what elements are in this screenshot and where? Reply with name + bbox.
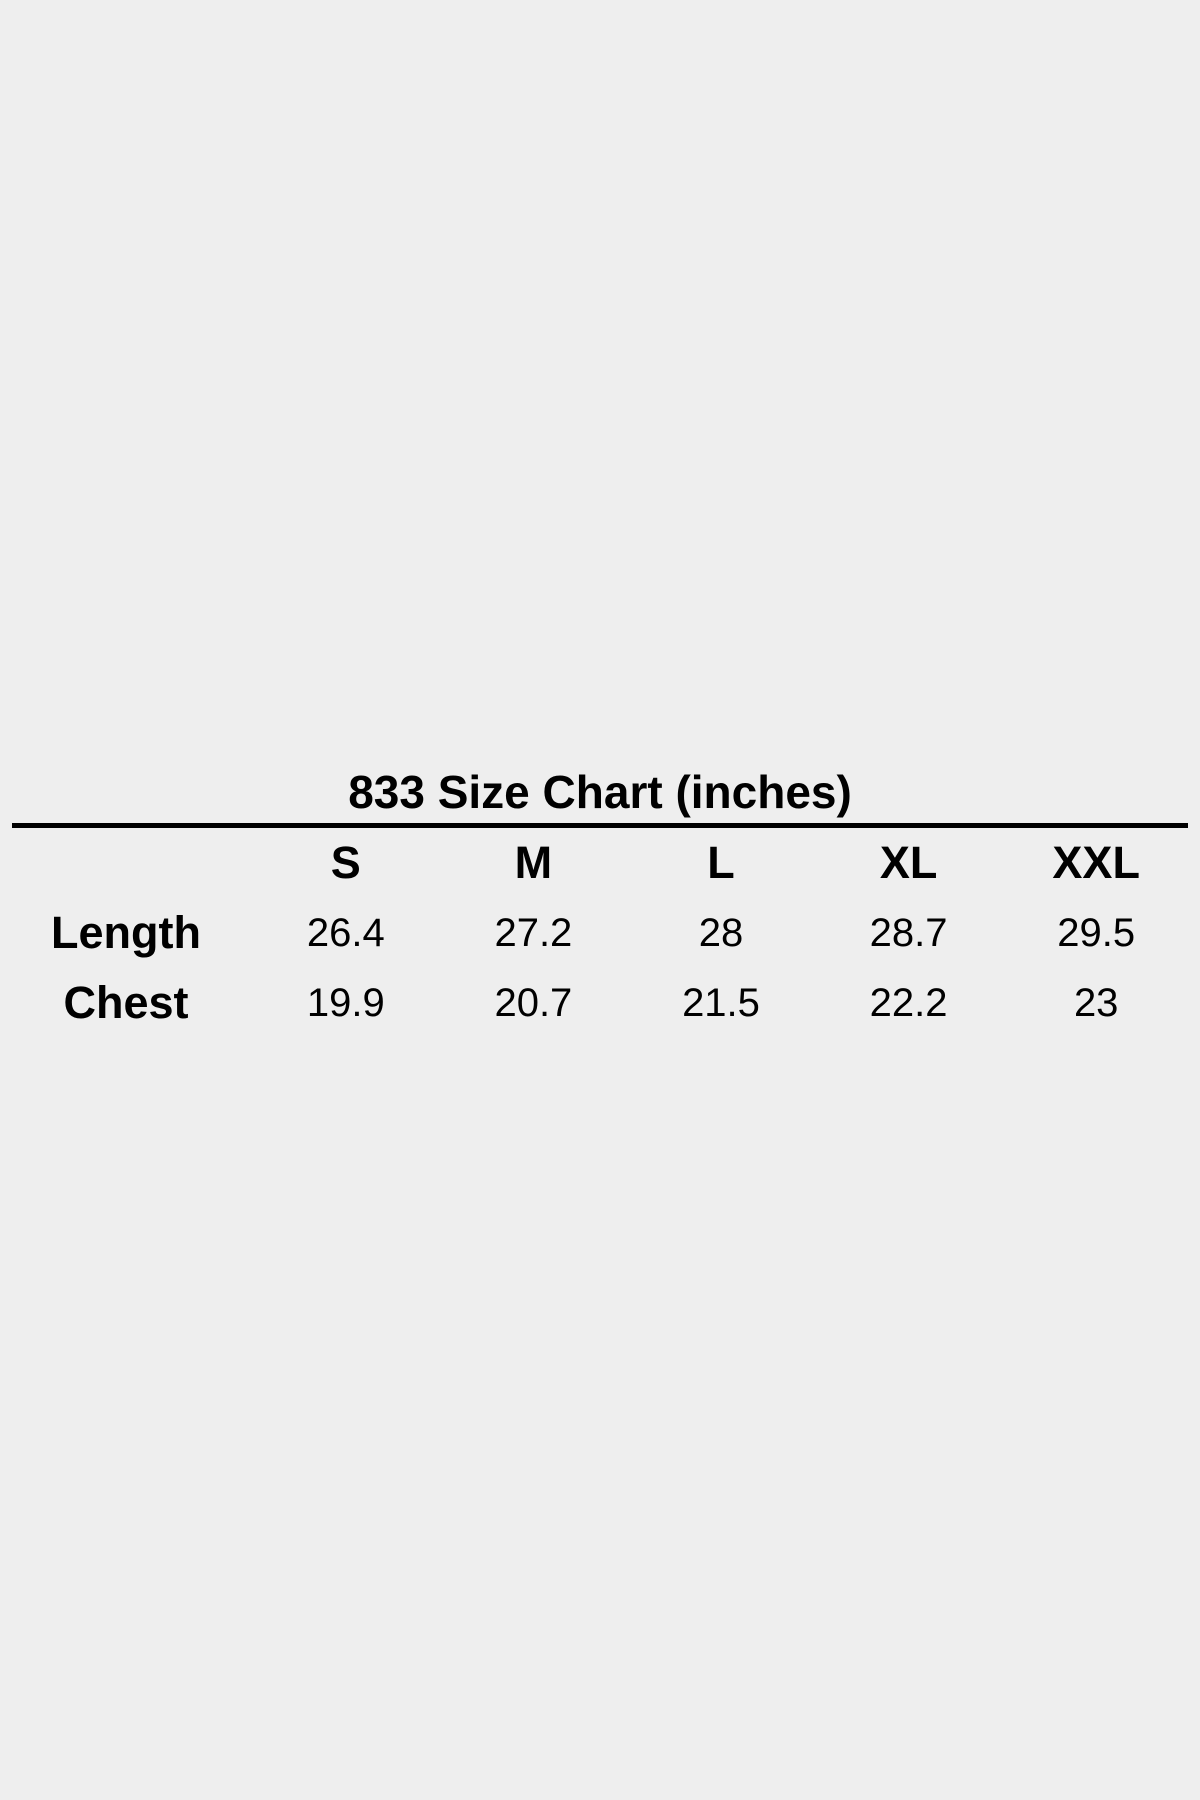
size-table: S M L XL XXL Length 26.4 27.2 28 28.7 29… [0, 828, 1190, 1038]
chest-s-value: 19.9 [306, 980, 385, 1025]
length-m-value: 27.2 [494, 910, 573, 955]
column-header-xxl: XXL [1052, 837, 1140, 888]
length-xl-value: 28.7 [869, 910, 948, 955]
length-xxl-value: 29.5 [1057, 910, 1136, 955]
row-label-chest: Chest [63, 977, 189, 1028]
length-l-value: 28 [698, 910, 744, 955]
corner-header-cell [0, 828, 252, 898]
row-label-length: Length [51, 907, 201, 958]
column-header-s: S [330, 837, 361, 888]
chest-xxl-value: 23 [1073, 980, 1119, 1025]
title-divider-line [12, 823, 1188, 828]
length-s-value: 26.4 [306, 910, 385, 955]
column-header-xl: XL [879, 837, 938, 888]
column-header-l: L [707, 837, 735, 888]
size-chart-title: 833 Size Chart (inches) [348, 766, 852, 818]
size-chart: 833 Size Chart (inches) S M L XL XXL Len… [0, 766, 1200, 1038]
chest-l-value: 21.5 [682, 980, 760, 1025]
column-header-m: M [514, 837, 553, 888]
chest-m-value: 20.7 [494, 980, 573, 1025]
chest-xl-value: 22.2 [869, 980, 948, 1025]
